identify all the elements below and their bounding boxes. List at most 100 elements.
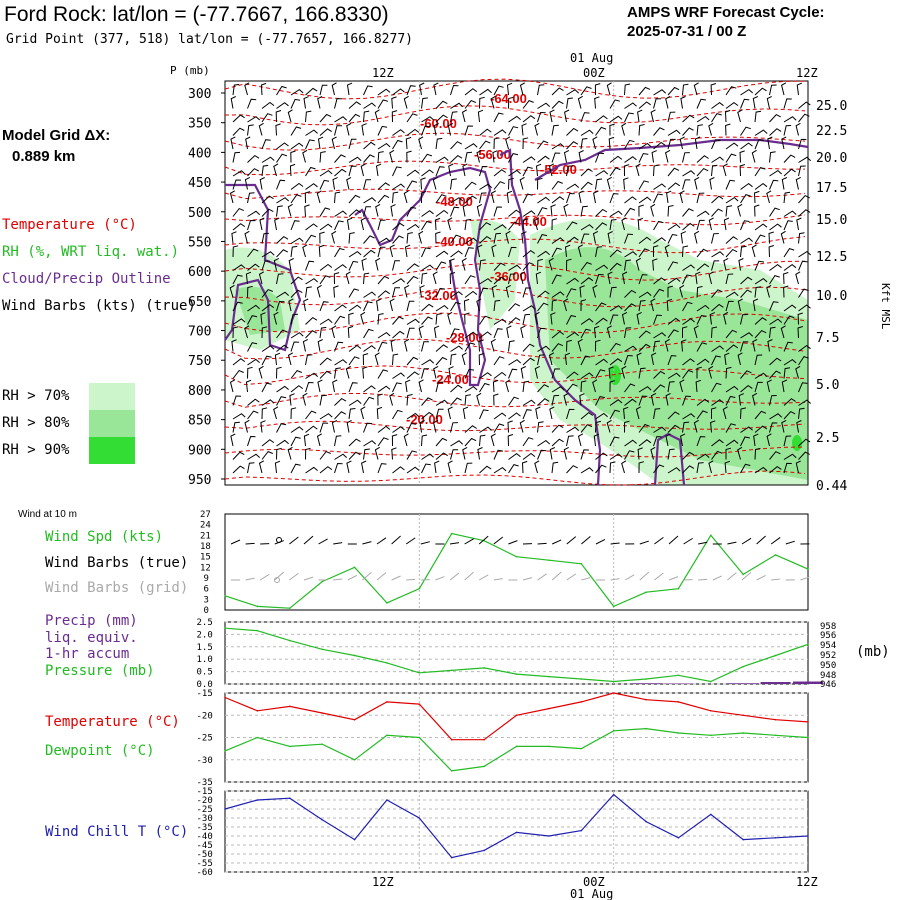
temperature-line-point (580, 701, 583, 703)
wind-barb (406, 356, 419, 366)
wind-barb (609, 210, 623, 217)
wind-barb (595, 412, 608, 420)
wind-barb (537, 258, 543, 271)
wind-barb (377, 331, 391, 339)
wind-barb (477, 244, 483, 258)
windchill-line (224, 793, 809, 859)
wind-barb (566, 192, 575, 204)
wind-barb (290, 126, 302, 136)
wind-speed-line-point (515, 555, 518, 558)
wind-barb (305, 372, 319, 379)
wind-barb (392, 235, 404, 244)
wind-barb (578, 150, 584, 163)
wind-barb (287, 203, 293, 217)
wind-barb (696, 358, 710, 366)
wind-barb (508, 452, 521, 460)
wind-barb (418, 325, 424, 339)
wind-barb (304, 204, 310, 217)
temperature-line-point (774, 718, 777, 721)
windchill-ytick-label: -40 (197, 832, 213, 842)
wind-barb (609, 123, 615, 136)
wind-barb (551, 368, 560, 379)
wind-barb (435, 452, 448, 460)
wind-barb (377, 182, 390, 190)
wind-barb (463, 298, 470, 312)
windchill-ytick-label: -15 (197, 787, 213, 797)
wind-barb (304, 191, 311, 204)
wind-barb (377, 237, 391, 244)
wind-barb (754, 447, 761, 460)
wind-barb (682, 369, 694, 379)
wind-barb (754, 204, 760, 217)
wind-barb (261, 382, 272, 393)
wind-barb (637, 447, 643, 460)
wind-barb (783, 462, 792, 474)
dewpoint-line-point (418, 736, 421, 739)
windchill-ytick-label: -50 (197, 850, 213, 860)
wind-barb (290, 332, 304, 339)
wind-barb (305, 381, 314, 393)
wind-barb (276, 197, 290, 204)
wind-barb (563, 446, 569, 460)
wind-barb (247, 116, 261, 123)
wind-barb (578, 190, 584, 204)
wind-barb (798, 165, 806, 177)
wind-barb (319, 263, 333, 271)
temperature-line-point (710, 710, 712, 712)
wind-barb (682, 451, 695, 460)
temperature-line-point (515, 714, 518, 717)
wind-barb (766, 284, 772, 298)
wind-barb (638, 274, 648, 285)
wind-barb (577, 433, 584, 447)
wind-barb (462, 406, 469, 420)
wind-barb (580, 318, 594, 325)
wind-barb (653, 332, 667, 339)
wind-barb (361, 258, 367, 271)
wind-barb (508, 317, 521, 325)
wind-barb (580, 86, 592, 96)
wind-barb (464, 437, 477, 447)
wind-barb (566, 258, 572, 271)
wind-barb (375, 203, 381, 217)
wind-barb (682, 208, 694, 217)
wind-barb (769, 357, 782, 366)
isotherm-label: -44.00 (510, 214, 547, 229)
wind-barb (346, 176, 352, 190)
wind-barb (389, 149, 395, 163)
wind-barb (667, 355, 677, 366)
wind-barb (624, 327, 632, 339)
wind-barb (595, 246, 603, 258)
wind-barb (580, 411, 594, 420)
wind-barb (450, 234, 462, 244)
wind-barb (363, 440, 377, 447)
wind-barb (740, 88, 754, 96)
wind-barb (273, 406, 279, 420)
wind-barb (754, 223, 768, 231)
wind-barb (609, 399, 623, 406)
wind-barb (362, 366, 368, 379)
wind-barb (650, 392, 657, 406)
wind-barb (564, 352, 571, 366)
wind-barb (769, 275, 780, 285)
wind-barb (493, 356, 505, 366)
wind-barb (798, 304, 811, 312)
wind-barb (319, 301, 329, 312)
wind-barb (229, 284, 235, 298)
windspd-ytick-label: 18 (200, 542, 211, 552)
wind-barb-true (537, 542, 547, 545)
wind-barb (276, 300, 285, 312)
wind-barb (740, 237, 753, 244)
wind-barb (621, 217, 627, 231)
wind-barb (229, 190, 236, 204)
wind-barb-true (566, 536, 577, 545)
wind-barb (798, 260, 808, 271)
wind-barb (636, 352, 642, 366)
wind-barb (331, 230, 337, 244)
wind-barb (522, 357, 535, 366)
wind-barb (418, 136, 424, 150)
wind-barb (302, 338, 309, 352)
wind-barb-grid (566, 573, 577, 581)
temperature-line-point (548, 707, 550, 710)
windchill-line-point (386, 799, 388, 801)
